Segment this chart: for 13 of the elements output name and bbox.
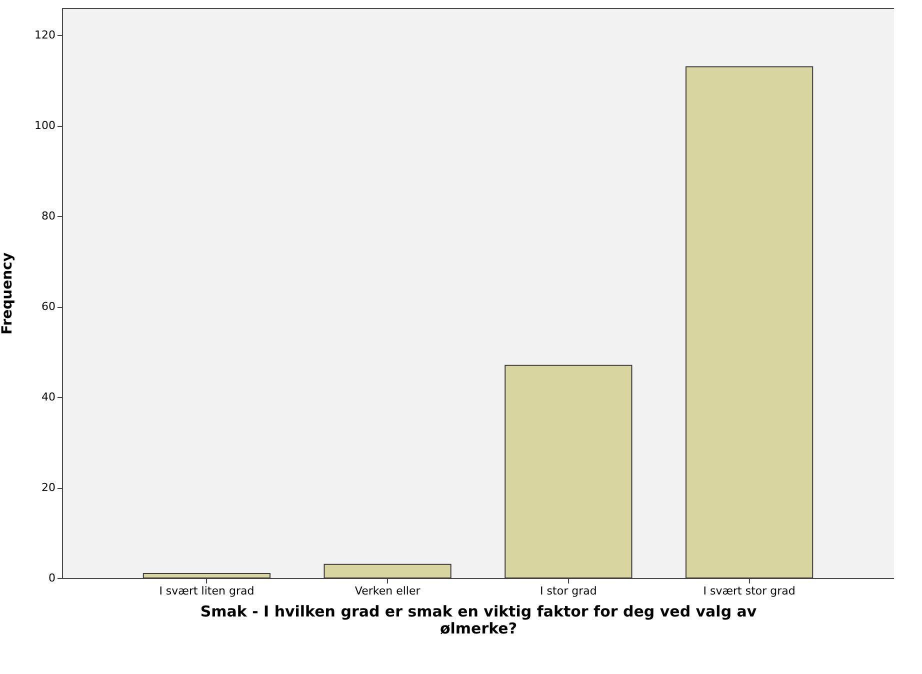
y-axis-title: Frequency — [0, 252, 16, 334]
y-tick-label: 0 — [48, 572, 56, 584]
y-tick-label: 40 — [42, 390, 56, 404]
y-tick-label: 20 — [42, 481, 56, 494]
x-tick-label: I svært stor grad — [703, 584, 796, 598]
x-axis-title: Smak - I hvilken grad er smak en viktig faktor for deg ved valg av ølmerke? — [200, 602, 757, 638]
x-tick-label: Verken eller — [354, 584, 421, 598]
y-tick-label: 80 — [42, 210, 56, 223]
y-tick-label: 120 — [34, 28, 56, 42]
y-tick-label: 60 — [42, 300, 56, 314]
x-tick-label: I stor grad — [540, 584, 597, 598]
y-tick-label: 100 — [34, 119, 56, 132]
x-tick-label: I svært liten grad — [159, 584, 254, 598]
